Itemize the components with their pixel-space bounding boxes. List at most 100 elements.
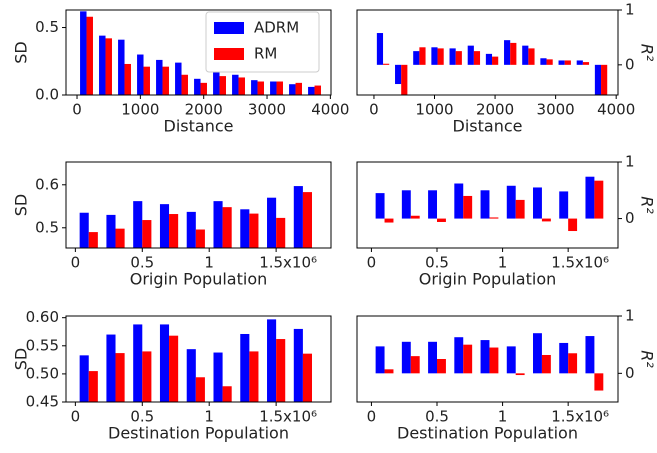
bar [257, 81, 264, 95]
y-axis-label: SD [12, 41, 31, 63]
x-tick-label: 1 [204, 254, 214, 272]
bar [463, 344, 473, 374]
x-tick-label: 1 [204, 408, 214, 426]
bar [314, 85, 321, 95]
y-tick-label: 1 [625, 307, 635, 325]
bar [489, 217, 499, 219]
bar [115, 353, 125, 402]
bar [106, 214, 116, 248]
bar [115, 228, 125, 248]
bar [238, 77, 245, 95]
y-tick-label: 0.5 [35, 218, 59, 236]
axes-frame [65, 161, 332, 249]
bar [276, 339, 286, 402]
bar [585, 176, 595, 219]
x-tick-label: 4000 [597, 101, 635, 119]
bar [492, 56, 499, 65]
bar [410, 215, 420, 219]
bar [133, 324, 143, 402]
axes-frame [356, 9, 619, 96]
x-tick-label: 1.5x10⁶ [551, 254, 609, 272]
bar [568, 353, 578, 374]
x-tick-label: 1000 [415, 101, 453, 119]
plot-area [375, 176, 604, 232]
x-axis-label: Distance [453, 117, 523, 136]
x-tick-label: 4000 [311, 101, 349, 119]
bar [142, 220, 152, 248]
bar [515, 199, 525, 219]
y-axis-label: R² [638, 350, 657, 368]
x-tick-label: 1 [498, 408, 508, 426]
bar [159, 324, 170, 402]
bar [79, 212, 89, 248]
bar [428, 190, 438, 219]
bar [528, 48, 535, 65]
bar [431, 47, 438, 65]
bar [169, 214, 179, 248]
x-tick-label: 0.5 [425, 408, 449, 426]
x-tick-label: 3000 [537, 101, 575, 119]
bar [504, 40, 511, 65]
bar [213, 352, 223, 402]
bar [489, 347, 499, 374]
x-tick-label: 2000 [185, 101, 223, 119]
bar [276, 217, 286, 248]
y-tick-label: 0.50 [26, 364, 59, 382]
plot-area [80, 11, 321, 95]
x-tick-label: 0 [71, 408, 81, 426]
bar [156, 59, 163, 95]
bar [159, 204, 170, 248]
bar [200, 82, 207, 95]
bar [88, 371, 98, 402]
y-axis-label: R² [638, 44, 657, 62]
bar [467, 45, 474, 65]
bar [601, 64, 608, 95]
bar [541, 218, 551, 222]
bar [376, 33, 384, 65]
x-tick-label: 1 [498, 254, 508, 272]
bar [79, 355, 89, 402]
bar [594, 373, 604, 391]
bar [80, 11, 87, 95]
bar [295, 82, 302, 95]
y-tick-label: 1 [625, 153, 635, 171]
bar [395, 64, 402, 85]
bar [401, 341, 411, 374]
x-tick-label: 3000 [248, 101, 286, 119]
bar [576, 60, 583, 65]
y-axis-label: R² [638, 196, 657, 214]
plot-area [79, 319, 312, 402]
bar [375, 193, 385, 219]
y-tick-label: 0 [625, 55, 635, 73]
bar [219, 76, 226, 95]
bar [558, 60, 565, 65]
bar [270, 81, 277, 95]
bar [401, 64, 408, 95]
y-tick-label: 0.55 [26, 336, 59, 354]
x-tick-label: 0 [367, 408, 377, 426]
bar [506, 346, 516, 374]
x-tick-label: 0.5 [425, 254, 449, 272]
bar [222, 386, 232, 402]
legend-label: RM [254, 45, 277, 63]
bar [454, 183, 464, 219]
x-tick-label: 0 [367, 254, 377, 272]
bar [510, 42, 517, 65]
x-axis-label: Destination Population [397, 424, 578, 443]
bar [559, 191, 569, 219]
bar [249, 351, 259, 402]
x-axis-label: Origin Population [130, 270, 268, 289]
bar [582, 62, 590, 65]
axes-frame [356, 161, 619, 249]
x-tick-label: 1000 [121, 101, 159, 119]
bar [240, 209, 250, 248]
bar [251, 80, 258, 95]
bar [546, 59, 553, 65]
bar [222, 207, 232, 248]
bar [375, 346, 385, 374]
bar [232, 74, 239, 95]
x-tick-label: 0.5 [130, 408, 154, 426]
y-tick-label: 1 [625, 1, 635, 19]
bar [594, 64, 602, 95]
